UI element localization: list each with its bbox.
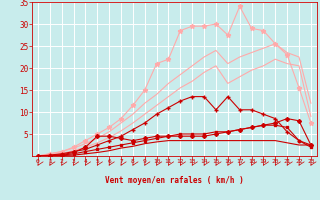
X-axis label: Vent moyen/en rafales ( km/h ): Vent moyen/en rafales ( km/h ) bbox=[105, 176, 244, 185]
